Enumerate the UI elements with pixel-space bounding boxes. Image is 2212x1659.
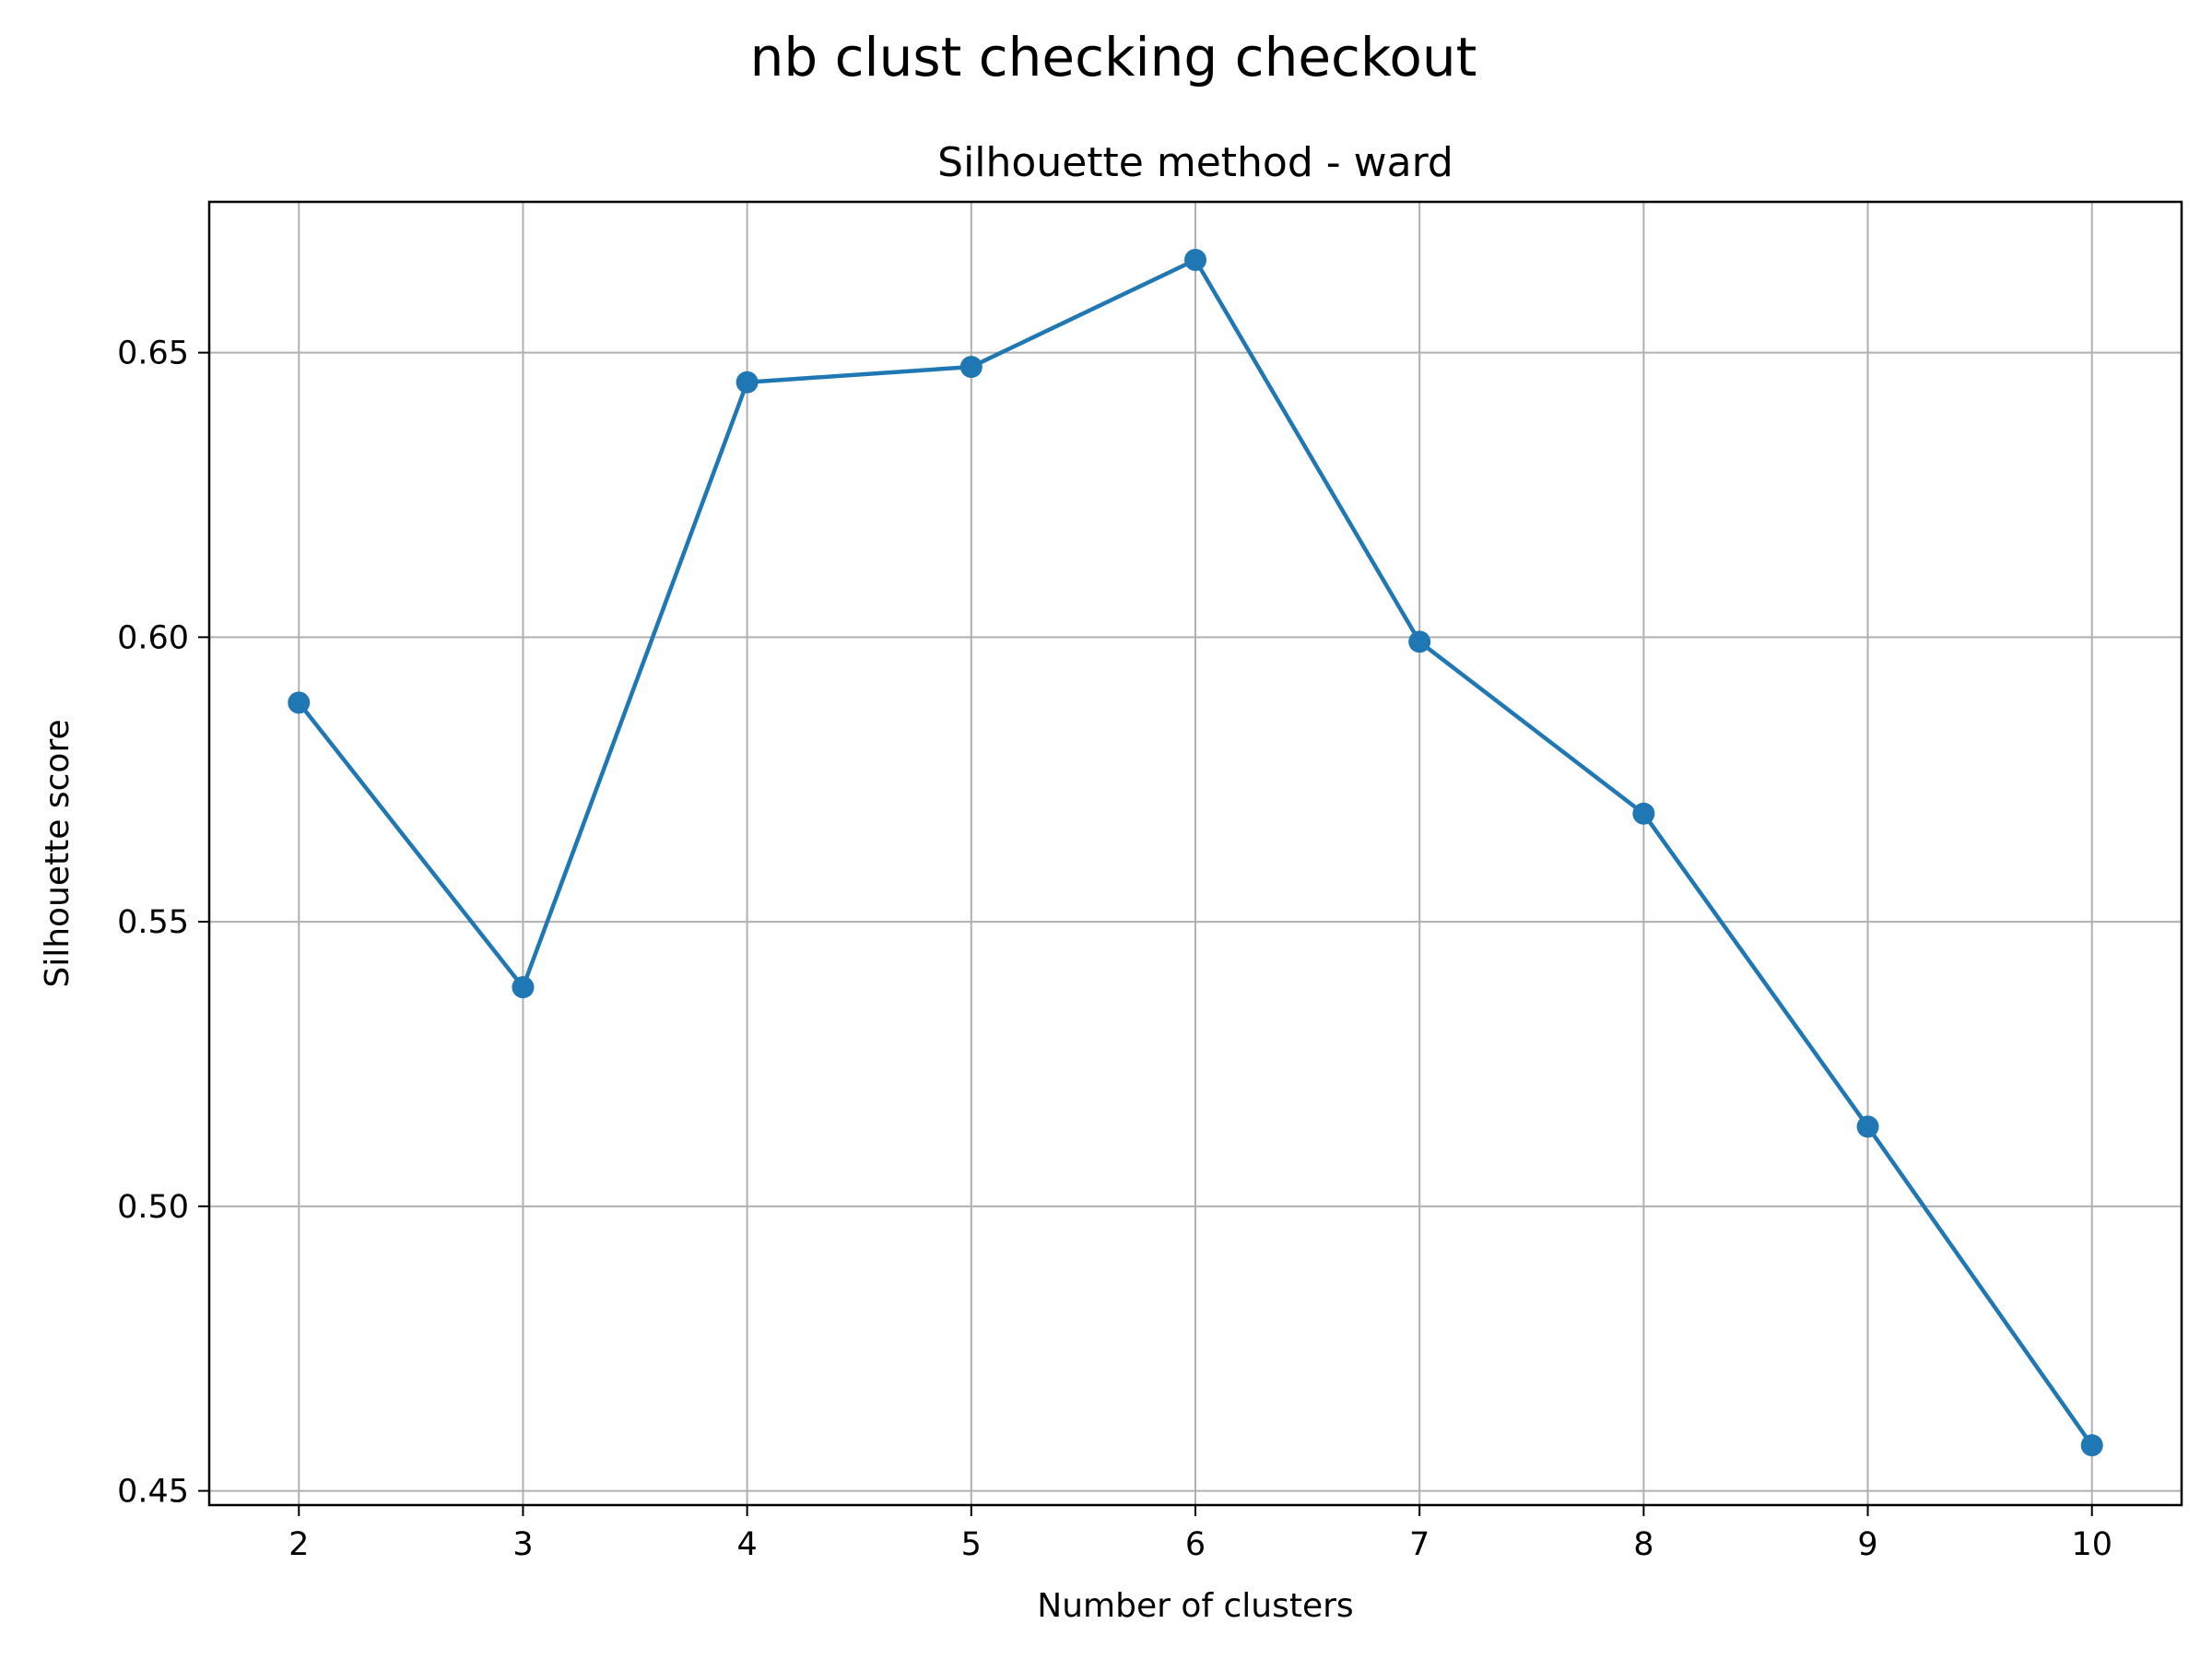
x-tick-label: 4	[736, 1526, 757, 1563]
y-tick-label: 0.45	[117, 1474, 189, 1511]
x-tick-label: 5	[961, 1526, 982, 1563]
grid-lines	[209, 202, 2182, 1505]
data-point-marker	[2080, 1434, 2103, 1457]
plot-frame	[207, 200, 2183, 1507]
chart-title: Silhouette method - ward	[937, 139, 1453, 186]
figure-suptitle: nb clust checking checkout	[750, 26, 1477, 88]
data-point-marker	[735, 371, 759, 394]
x-tick-label: 7	[1409, 1526, 1430, 1563]
x-axis-label: Number of clusters	[1037, 1587, 1353, 1625]
axis-ticks: 2 3 4 5 6 7 8 9 10 0.45 0.50 0.55 0.60 0.65	[117, 335, 2112, 1563]
x-tick-label: 8	[1633, 1526, 1653, 1563]
data-series	[288, 248, 2103, 1457]
y-tick-label: 0.50	[117, 1189, 189, 1226]
y-tick-label: 0.65	[117, 335, 189, 372]
y-tick-label: 0.60	[117, 619, 189, 656]
y-tick-label: 0.55	[117, 904, 189, 941]
data-point-marker	[1184, 248, 1206, 271]
data-point-marker	[1408, 630, 1431, 653]
data-point-marker	[1856, 1115, 1879, 1138]
x-tick-label: 10	[2071, 1526, 2112, 1563]
y-axis-label: Silhouette score	[39, 719, 76, 987]
data-point-marker	[959, 356, 982, 379]
data-point-marker	[1632, 802, 1655, 825]
x-tick-label: 6	[1185, 1526, 1206, 1563]
x-tick-label: 9	[1857, 1526, 1877, 1563]
data-point-marker	[512, 976, 535, 999]
x-tick-label: 3	[512, 1526, 533, 1563]
x-tick-label: 2	[288, 1526, 309, 1563]
data-point-marker	[288, 691, 311, 714]
